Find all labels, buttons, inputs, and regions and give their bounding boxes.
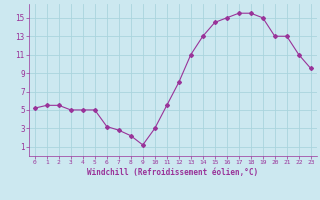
X-axis label: Windchill (Refroidissement éolien,°C): Windchill (Refroidissement éolien,°C) [87,168,258,177]
